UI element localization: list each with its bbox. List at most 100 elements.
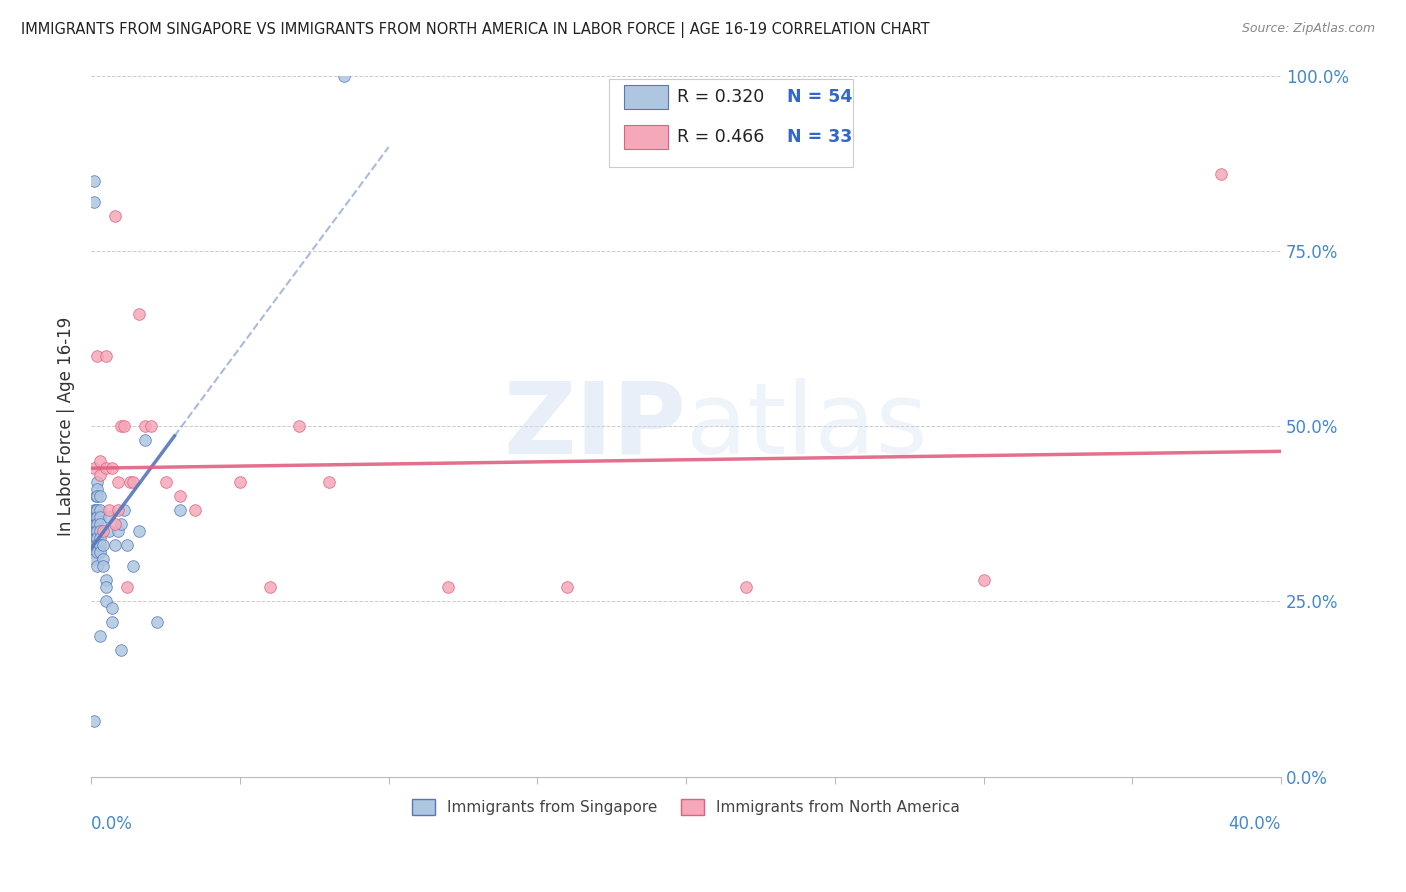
FancyBboxPatch shape xyxy=(624,86,668,109)
Point xyxy=(83,714,105,728)
Point xyxy=(83,517,105,532)
Point xyxy=(104,538,127,552)
Point xyxy=(83,538,105,552)
Point xyxy=(94,574,117,588)
Point xyxy=(259,580,281,594)
Point xyxy=(83,531,105,545)
Point xyxy=(128,524,150,539)
Point xyxy=(84,503,107,517)
Point xyxy=(86,524,108,539)
Point xyxy=(104,209,127,223)
Point xyxy=(83,524,105,539)
Point xyxy=(91,552,114,566)
Point xyxy=(437,580,460,594)
Point xyxy=(91,538,114,552)
Point xyxy=(115,538,138,552)
Point xyxy=(229,475,252,490)
Text: Source: ZipAtlas.com: Source: ZipAtlas.com xyxy=(1241,22,1375,36)
Point xyxy=(83,194,105,209)
Point xyxy=(1211,167,1233,181)
Point xyxy=(107,475,129,490)
Point xyxy=(134,419,156,434)
Point xyxy=(169,489,191,503)
Point xyxy=(84,489,107,503)
Point xyxy=(89,629,111,643)
Point xyxy=(82,524,104,539)
Point xyxy=(973,574,995,588)
Point xyxy=(82,545,104,559)
Point xyxy=(84,517,107,532)
Point xyxy=(115,580,138,594)
Point xyxy=(89,524,111,539)
Point xyxy=(89,468,111,483)
Point xyxy=(86,475,108,490)
Point xyxy=(98,510,121,524)
Point xyxy=(83,174,105,188)
Point xyxy=(145,615,167,630)
Text: atlas: atlas xyxy=(686,377,928,475)
Point xyxy=(83,503,105,517)
Point xyxy=(89,517,111,532)
Point xyxy=(86,545,108,559)
Text: N = 33: N = 33 xyxy=(787,128,852,146)
Point xyxy=(94,349,117,363)
Point xyxy=(89,503,111,517)
Point xyxy=(155,475,177,490)
Point xyxy=(84,524,107,539)
Point xyxy=(288,419,311,434)
Point xyxy=(333,69,356,83)
Point xyxy=(86,531,108,545)
Point xyxy=(112,419,135,434)
Text: IMMIGRANTS FROM SINGAPORE VS IMMIGRANTS FROM NORTH AMERICA IN LABOR FORCE | AGE : IMMIGRANTS FROM SINGAPORE VS IMMIGRANTS … xyxy=(21,22,929,38)
Point xyxy=(98,503,121,517)
Point xyxy=(91,559,114,574)
Point xyxy=(86,517,108,532)
Legend: Immigrants from Singapore, Immigrants from North America: Immigrants from Singapore, Immigrants fr… xyxy=(406,793,966,822)
Point xyxy=(121,475,143,490)
Point xyxy=(89,531,111,545)
Point xyxy=(118,475,141,490)
Point xyxy=(112,503,135,517)
Point xyxy=(139,419,162,434)
Text: ZIP: ZIP xyxy=(503,377,686,475)
Point xyxy=(84,510,107,524)
Point xyxy=(83,461,105,475)
FancyBboxPatch shape xyxy=(609,79,852,167)
Point xyxy=(101,615,124,630)
Point xyxy=(128,307,150,321)
Point xyxy=(86,503,108,517)
Point xyxy=(89,538,111,552)
Y-axis label: In Labor Force | Age 16-19: In Labor Force | Age 16-19 xyxy=(58,317,75,536)
Point xyxy=(110,419,132,434)
FancyBboxPatch shape xyxy=(624,125,668,149)
Point xyxy=(107,524,129,539)
Point xyxy=(94,594,117,608)
Point xyxy=(104,517,127,532)
Point xyxy=(86,489,108,503)
Point xyxy=(110,643,132,657)
Point xyxy=(86,510,108,524)
Text: R = 0.320: R = 0.320 xyxy=(676,88,763,106)
Point xyxy=(734,580,756,594)
Text: N = 54: N = 54 xyxy=(787,88,852,106)
Point xyxy=(84,531,107,545)
Point xyxy=(86,538,108,552)
Point xyxy=(121,559,143,574)
Point xyxy=(89,489,111,503)
Point xyxy=(89,545,111,559)
Point xyxy=(169,503,191,517)
Point xyxy=(555,580,578,594)
Point xyxy=(101,461,124,475)
Text: 0.0%: 0.0% xyxy=(91,815,134,833)
Point xyxy=(110,517,132,532)
Point xyxy=(101,601,124,615)
Point xyxy=(83,552,105,566)
Point xyxy=(91,524,114,539)
Text: R = 0.466: R = 0.466 xyxy=(676,128,763,146)
Point xyxy=(94,461,117,475)
Point xyxy=(86,349,108,363)
Point xyxy=(318,475,340,490)
Point xyxy=(86,482,108,496)
Point xyxy=(184,503,207,517)
Point xyxy=(86,559,108,574)
